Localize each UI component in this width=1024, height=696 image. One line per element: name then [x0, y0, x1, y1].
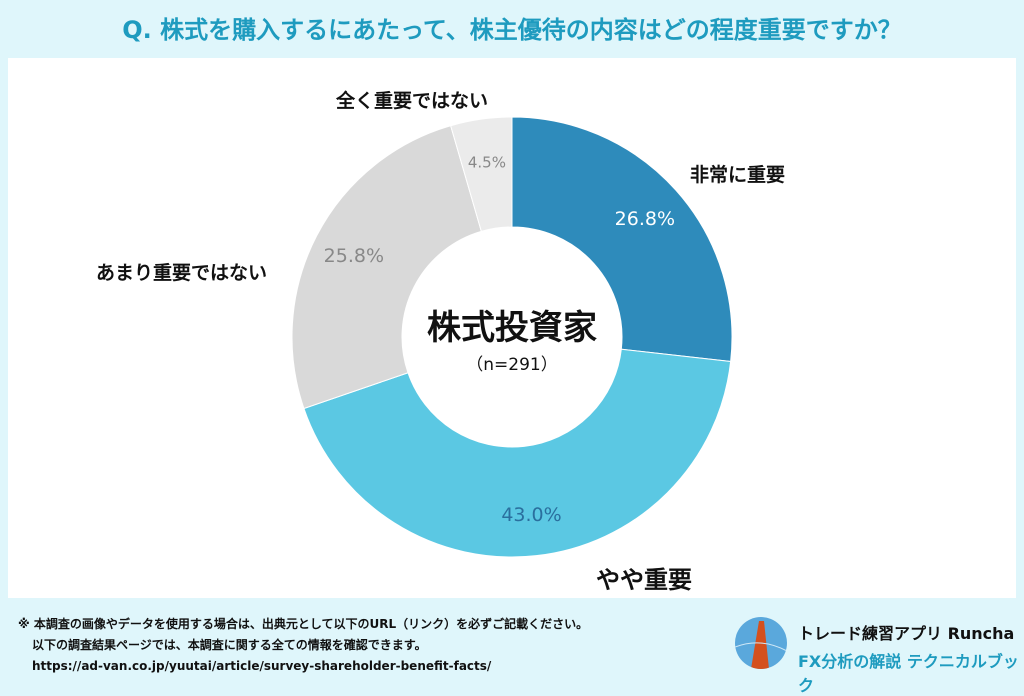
footer-line-2: 以下の調査結果ページでは、本調査に関する全ての情報を確認できます。 — [32, 638, 427, 652]
slice-0 — [511, 116, 733, 363]
runcha-logo-icon — [735, 617, 787, 669]
value-label-1: 43.0% — [501, 504, 561, 526]
category-label-not-very-important: あまり重要ではない — [96, 262, 268, 284]
value-label-2: 25.8% — [324, 245, 384, 267]
footer-note: ※ 本調査の画像やデータを使用する場合は、出典元として以下のURL（リンク）を必… — [18, 614, 588, 677]
footer-url[interactable]: https://ad-van.co.jp/yuutai/article/surv… — [32, 659, 492, 673]
footer-line-1: ※ 本調査の画像やデータを使用する場合は、出典元として以下のURL（リンク）を必… — [18, 617, 589, 631]
category-label-somewhat-important: やや重要 — [596, 566, 692, 594]
category-label-very-important: 非常に重要 — [690, 164, 786, 186]
question-title: Q. 株式を購入するにあたって、株主優待の内容はどの程度重要ですか？ — [122, 16, 902, 44]
center-title: 株式投資家 — [427, 308, 597, 348]
center-sample-size: （n=291） — [466, 355, 558, 375]
slice-3 — [450, 116, 513, 232]
brand-name: トレード練習アプリ Runcha — [798, 624, 1015, 643]
value-label-0: 26.8% — [615, 208, 675, 230]
category-label-not-at-all-important: 全く重要ではない — [336, 90, 489, 112]
brand-tagline: FX分析の解説 テクニカルブック — [798, 652, 1019, 695]
slice-2 — [291, 125, 482, 410]
value-label-3: 4.5% — [468, 154, 506, 172]
slice-1 — [303, 348, 732, 558]
